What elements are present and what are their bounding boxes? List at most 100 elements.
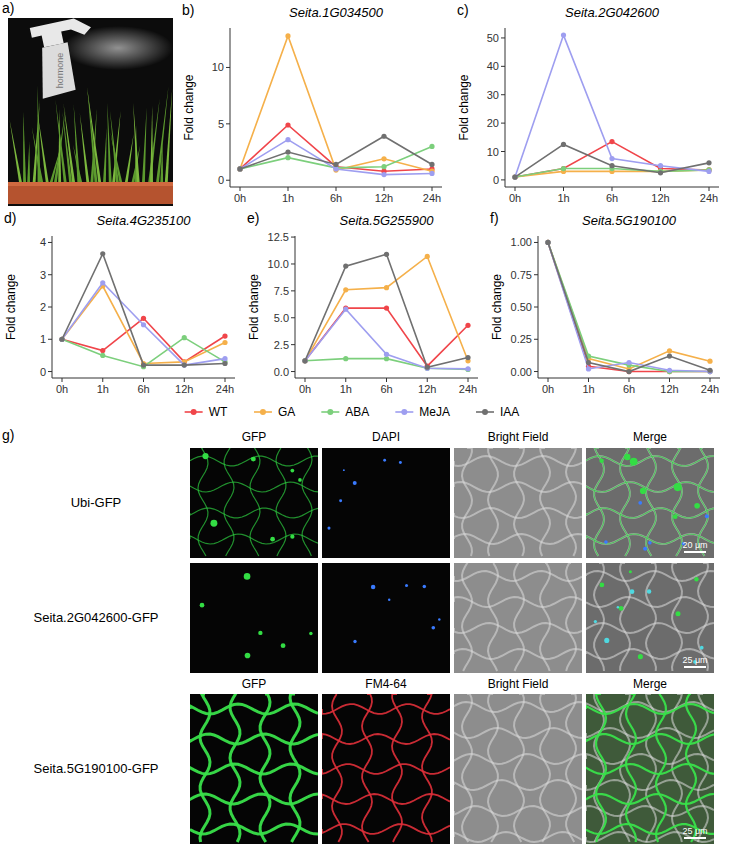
cell-wall (454, 571, 582, 581)
panel-letter: a) (2, 0, 14, 16)
y-tick (501, 66, 505, 67)
x-tick-label: 0h (299, 383, 311, 395)
leaf (160, 141, 163, 185)
marker (141, 316, 146, 321)
column-header: FM4-64 (365, 677, 407, 691)
marker (706, 169, 711, 174)
cell-wall (594, 694, 604, 842)
marker (222, 333, 227, 338)
x-tick-label: 6h (606, 192, 618, 204)
leaf (110, 111, 119, 185)
leaf (80, 113, 90, 185)
x-tick-label: 6h (623, 383, 635, 395)
marker (384, 305, 389, 310)
marker (626, 360, 631, 365)
marker (222, 356, 227, 361)
marker (465, 366, 470, 371)
nucleus (643, 547, 647, 551)
cell-wall (620, 448, 630, 556)
y-tick-label: 0 (40, 366, 46, 378)
y-tick (48, 274, 52, 275)
legend-item: MeJA (395, 405, 450, 419)
micrograph (322, 563, 450, 673)
cell-wall (672, 448, 682, 556)
y-axis-title: Fold change (4, 274, 18, 340)
nucleus (270, 537, 275, 542)
marker (561, 166, 566, 171)
cell-wall (646, 694, 656, 842)
leaf (9, 119, 22, 185)
marker (512, 174, 517, 179)
marker (667, 348, 672, 353)
y-tick (501, 94, 505, 95)
x-tick (629, 378, 630, 382)
x-tick-label: 24h (216, 383, 234, 395)
cell-wall (190, 456, 318, 466)
marker (285, 149, 290, 154)
leaf (133, 103, 140, 185)
marker (429, 171, 434, 176)
micrograph (586, 448, 714, 558)
cell-wall (586, 508, 714, 518)
marker (302, 358, 307, 363)
cell-wall (488, 448, 498, 556)
marker (343, 287, 348, 292)
marker (343, 264, 348, 269)
x-tick-label: 24h (700, 192, 718, 204)
x-tick (709, 187, 710, 191)
x-tick (468, 378, 469, 382)
micrograph (322, 448, 450, 558)
marker (182, 335, 187, 340)
x-tick-label: 24h (459, 383, 477, 395)
leaf (124, 134, 133, 185)
marker (706, 160, 711, 165)
nucleus (694, 577, 698, 581)
marker (658, 170, 663, 175)
cell-wall (454, 623, 582, 633)
leaf (165, 89, 173, 185)
nucleus (251, 457, 256, 462)
marker (561, 142, 566, 147)
cell-wall (514, 448, 524, 556)
nucleus (676, 611, 681, 616)
cell-wall (566, 448, 576, 556)
cell-wall (586, 456, 714, 466)
marker (343, 307, 348, 312)
marker (237, 166, 242, 171)
marker (141, 362, 146, 367)
image-bg (454, 448, 582, 558)
image-bg (190, 563, 318, 673)
cell-wall (646, 448, 656, 556)
nucleus (290, 534, 294, 538)
nucleus (388, 599, 390, 601)
marker (512, 174, 517, 179)
x-tick-label: 6h (380, 383, 392, 395)
cell-wall (594, 448, 604, 556)
x-tick (588, 378, 589, 382)
leaf (107, 103, 112, 185)
marker (59, 337, 64, 342)
nucleus (298, 478, 302, 482)
cell-wall (224, 448, 234, 556)
marker (561, 166, 566, 171)
scale-bar-label: 25 μm (682, 655, 707, 665)
marker (381, 164, 386, 169)
nucleus (640, 488, 646, 494)
legend-marker (260, 409, 266, 415)
cell-wall (332, 694, 342, 842)
nucleus (674, 483, 682, 491)
marker (545, 240, 550, 245)
series-line (240, 146, 432, 169)
cell-wall (260, 694, 270, 842)
panel-letter: g) (2, 427, 14, 443)
y-tick-label: 5.0 (274, 312, 289, 324)
y-axis-title: Fold change (182, 74, 196, 140)
nucleus (281, 643, 286, 648)
x-tick-label: 12h (375, 192, 393, 204)
cell-wall (596, 694, 606, 842)
cell-wall (540, 563, 550, 671)
chart-panel: d)Seita.4G235100012340h1h6h12h24hFold ch… (4, 210, 235, 395)
chart-title: Seita.2G042600 (565, 5, 660, 20)
y-tick (291, 290, 295, 291)
y-tick (534, 371, 538, 372)
